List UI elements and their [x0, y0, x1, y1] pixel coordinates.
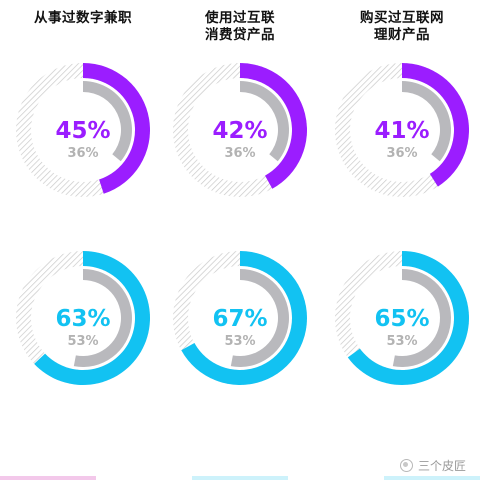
donut-value-label: 42%	[212, 118, 267, 144]
donut-comparison-arc	[230, 269, 289, 367]
donut-value-label: 45%	[55, 118, 110, 144]
donut-comparison-label: 36%	[67, 146, 98, 161]
donut-comparison-label: 53%	[67, 334, 98, 349]
column-title-line: 购买过互联网	[360, 10, 444, 26]
donut-comparison-label: 53%	[386, 334, 417, 349]
donut-comparison-arc	[83, 81, 132, 162]
column-title-2: 使用过互联 消费贷产品	[160, 10, 320, 44]
wechat-logo-icon	[399, 459, 413, 472]
donut-value-arc	[402, 63, 470, 187]
column-title-1: 从事过数字兼职	[3, 10, 163, 27]
donut-comparison-arc	[240, 81, 289, 162]
watermark-text: 三个皮匠	[417, 459, 466, 473]
donut-comparison-label: 36%	[386, 146, 417, 161]
donut-comparison-arc	[402, 81, 451, 162]
donut-comparison-label: 53%	[224, 334, 255, 349]
column-title-line: 使用过互联	[205, 10, 275, 26]
watermark: 三个皮匠	[399, 457, 466, 474]
donut-comparison-label: 36%	[224, 146, 255, 161]
donut-comparison-arc	[73, 269, 132, 367]
donut-value-label: 41%	[374, 118, 429, 144]
column-title-line: 从事过数字兼职	[34, 10, 132, 26]
column-title-line: 消费贷产品	[205, 27, 275, 43]
column-title-line: 理财产品	[374, 27, 430, 43]
donut-value-arc	[240, 63, 307, 189]
donut-value-arc	[34, 251, 150, 385]
bottom-color-strip	[0, 476, 480, 480]
donut-value-label: 65%	[374, 306, 429, 332]
donut-value-label: 67%	[212, 306, 267, 332]
donut-value-label: 63%	[55, 306, 110, 332]
donut-comparison-arc	[392, 269, 451, 367]
column-title-3: 购买过互联网 理财产品	[322, 10, 480, 44]
donut-value-arc	[83, 63, 150, 194]
